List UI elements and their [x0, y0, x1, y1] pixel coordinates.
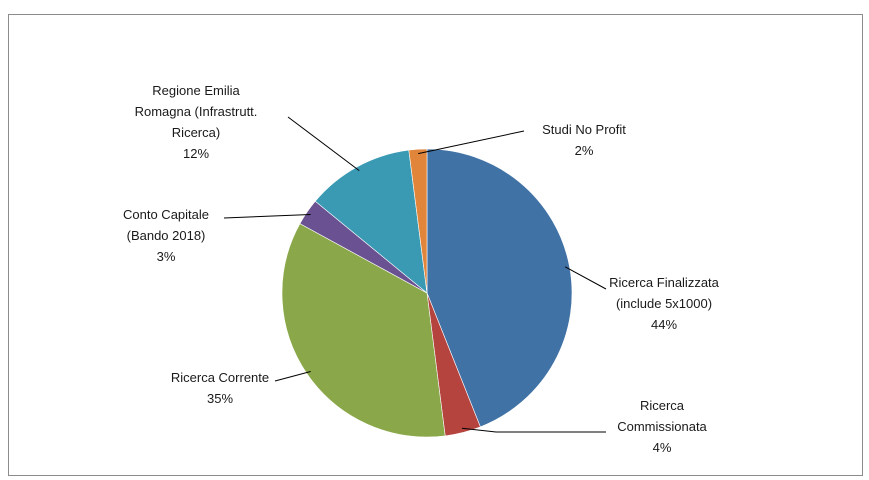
leader-line — [461, 427, 606, 433]
slice-label: Ricerca) — [172, 125, 220, 140]
pie-slice — [426, 148, 573, 428]
pie-slice — [408, 148, 428, 294]
slice-percent-label: 2% — [575, 143, 594, 158]
leader-line — [418, 130, 525, 155]
slice-label: Ricerca — [640, 398, 685, 413]
leader-line — [274, 371, 311, 382]
slice-label: Regione Emilia — [152, 83, 240, 98]
slice-label: Conto Capitale — [123, 207, 209, 222]
leader-line — [564, 266, 607, 290]
pie-slice — [281, 223, 446, 438]
slice-label: (include 5x1000) — [616, 296, 712, 311]
slice-label: Ricerca Finalizzata — [609, 275, 720, 290]
slice-label: Studi No Profit — [542, 122, 626, 137]
leader-line — [287, 116, 360, 171]
slice-label: (Bando 2018) — [127, 228, 206, 243]
pie-slices — [281, 148, 573, 438]
slice-percent-label: 4% — [653, 440, 672, 455]
slice-label: Commissionata — [617, 419, 707, 434]
leader-lines — [223, 116, 607, 433]
slice-percent-label: 12% — [183, 146, 209, 161]
slice-label: Romagna (Infrastrutt. — [135, 104, 258, 119]
slice-percent-label: 35% — [207, 391, 233, 406]
slice-percent-label: 3% — [157, 249, 176, 264]
slice-percent-label: 44% — [651, 317, 677, 332]
slice-labels: Ricerca Finalizzata (include 5x1000) 44% Ri… — [123, 83, 720, 455]
slice-label: Ricerca Corrente — [171, 370, 269, 385]
pie-slice — [314, 149, 428, 294]
leader-line — [223, 213, 311, 219]
